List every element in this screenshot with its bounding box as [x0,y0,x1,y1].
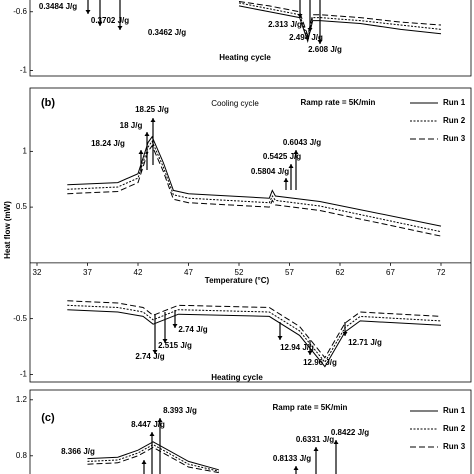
annotation: 8.393 J/g [163,406,197,415]
panel: -0.6 -1 Heating cycle 0.3484 J/g 0.3702 J/g 0… [13,0,472,77]
annotation: 0.6331 J/g [296,435,334,444]
annotation: 2.74 J/g [135,352,164,361]
annotation: 8.366 J/g [61,447,95,456]
arrow-head [288,164,294,168]
arrow-head [150,118,156,122]
legend-label: Run 2 [443,424,466,433]
y-tick-label: 0.8 [16,451,28,460]
legend-label: Run 3 [443,442,466,451]
annotation: 18.24 J/g [91,139,125,148]
annotation: 0.3702 J/g [91,16,129,25]
annotation: 2.515 J/g [158,341,192,350]
arrow-head [152,350,158,354]
x-tick-label: 72 [437,268,446,277]
annotation: 0.5425 J/g [263,152,301,161]
data-line [238,1,442,38]
panel: 1 0.5 -0.5 -1 32 37 42 47 52 57 62 67 72 Temperature … [3,87,472,383]
arrow-head [149,432,155,436]
annotation: 2.494 J/g [289,33,323,42]
x-tick-label: 52 [235,268,244,277]
annotation: 0.5804 J/g [251,167,289,176]
panel-label: (b) [41,97,55,109]
legend-label: Run 1 [443,406,466,415]
data-line [67,140,442,233]
annotation: 18 J/g [120,121,143,130]
y-tick-label: -0.6 [13,7,27,16]
ramp-note: Ramp rate = 5K/min [301,98,376,107]
arrow-head [293,466,299,470]
arrow-head [283,178,289,182]
arrow-head [293,150,299,154]
x-tick-label: 67 [386,268,395,277]
y-axis-label: Heat flow (mW) [3,201,12,259]
panel-frame [29,87,472,383]
x-tick-label: 57 [285,268,294,277]
cycle-label: Heating cycle [211,373,263,382]
arrow-head [307,351,313,355]
arrow-head [313,447,319,451]
annotation: 0.3484 J/g [39,2,77,11]
legend-label: Run 3 [443,134,466,143]
data-line [87,441,219,471]
y-tick-label: -1 [20,66,28,75]
x-tick-label: 62 [336,268,345,277]
x-axis-label: Temperature (°C) [205,276,270,285]
arrow-head [297,14,303,18]
panel-frame [29,0,472,77]
y-tick-label: -0.5 [13,314,27,323]
data-line [67,135,442,227]
y-tick-label: 1.2 [16,395,28,404]
panel: 1.2 0.8 (c) Ramp rate = 5K/min Run 1 Run 2 Run… [16,389,472,474]
panel-title: Cooling cycle [211,99,259,108]
data-line [238,5,442,43]
data-line [67,300,442,359]
x-tick-label: 42 [134,268,143,277]
arrow-head [117,26,123,30]
data-line [87,444,219,472]
cycle-label: Heating cycle [219,53,271,62]
x-tick-label: 32 [33,268,42,277]
annotation: 0.6043 J/g [283,138,321,147]
annotation: 18.25 J/g [135,105,169,114]
annotation: 12.71 J/g [348,338,382,347]
annotation: 2.608 J/g [308,45,342,54]
panel-label: (c) [41,412,55,424]
annotation: 8.447 J/g [131,420,165,429]
arrow-head [333,440,339,444]
annotation: 12.96 J/g [303,358,337,367]
arrow-head [342,332,348,336]
y-tick-label: -1 [20,370,28,379]
annotation: 0.3462 J/g [148,28,186,37]
arrow-head [97,22,103,26]
arrow-head [172,324,178,328]
panel-frame [29,389,472,474]
arrow-head [157,418,163,422]
arrow-head [144,132,150,136]
y-tick-label: 1 [23,146,28,155]
data-line [67,304,442,364]
arrow-head [317,40,323,44]
x-tick-label: 37 [83,268,92,277]
annotation: 2.313 J/g [268,20,302,29]
ramp-note: Ramp rate = 5K/min [273,403,348,412]
legend-label: Run 2 [443,116,466,125]
legend-label: Run 1 [443,98,466,107]
arrow-head [307,28,313,32]
arrow-head [277,336,283,340]
annotation: 12.94 J/g [280,343,314,352]
arrow-head [162,339,168,343]
arrow-head [141,460,147,464]
annotation: 2.74 J/g [178,325,207,334]
y-tick-label: 0.5 [16,202,28,211]
data-line [67,309,442,368]
data-line [67,144,442,237]
data-line [238,2,442,40]
arrow-head [138,150,144,154]
arrow-head [85,10,91,14]
data-line [87,446,219,474]
x-tick-label: 47 [184,268,193,277]
annotation: 0.8133 J/g [273,454,311,463]
annotation: 0.8422 J/g [331,428,369,437]
